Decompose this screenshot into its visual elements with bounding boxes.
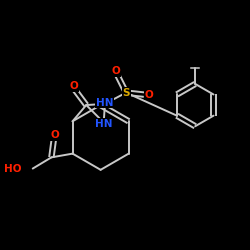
- Text: O: O: [112, 66, 120, 76]
- Text: S: S: [122, 88, 130, 98]
- Text: HN: HN: [96, 98, 114, 108]
- Text: O: O: [51, 130, 59, 140]
- Text: HN: HN: [95, 119, 112, 129]
- Text: O: O: [145, 90, 154, 100]
- Text: HO: HO: [4, 164, 21, 173]
- Text: O: O: [70, 82, 78, 92]
